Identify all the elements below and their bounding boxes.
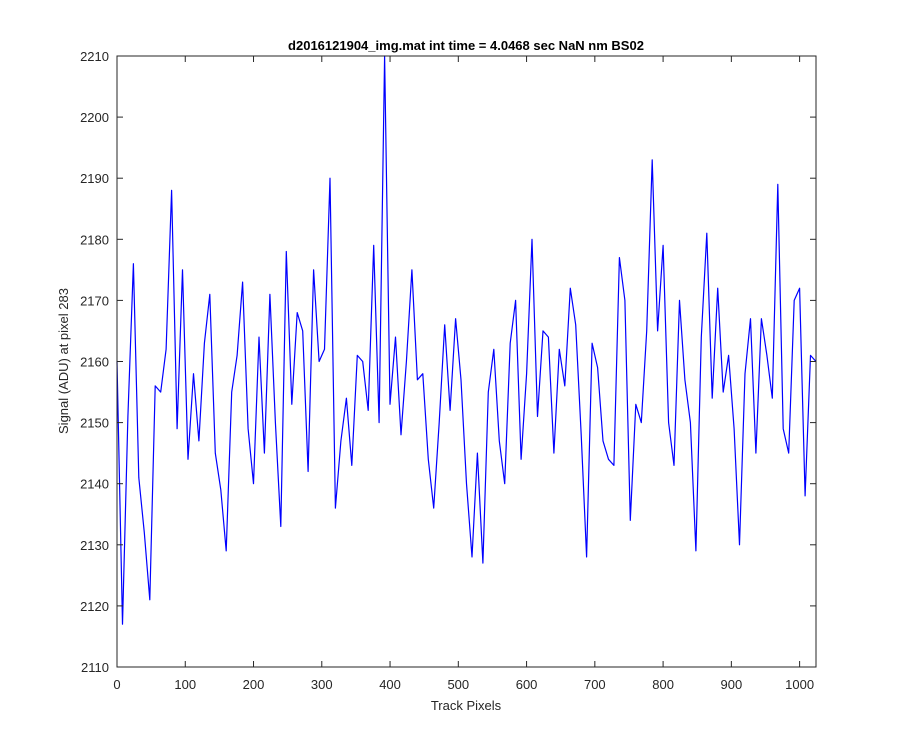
x-axis-label: Track Pixels: [431, 698, 502, 713]
x-tick-label: 200: [243, 677, 265, 692]
y-tick-label: 2210: [80, 49, 109, 64]
x-tick-label: 1000: [785, 677, 814, 692]
x-tick-label: 800: [652, 677, 674, 692]
series-line: [116, 55, 817, 625]
y-tick-label: 2130: [80, 538, 109, 553]
y-tick-label: 2140: [80, 477, 109, 492]
plot-area: [117, 56, 816, 667]
y-axis-label: Signal (ADU) at pixel 283: [56, 288, 71, 434]
x-tick-label: 700: [584, 677, 606, 692]
y-tick-label: 2110: [81, 660, 109, 675]
y-tick-label: 2120: [80, 599, 109, 614]
x-tick-label: 900: [721, 677, 743, 692]
x-tick-label: 600: [516, 677, 538, 692]
y-tick-label: 2190: [80, 171, 109, 186]
x-tick-label: 400: [379, 677, 401, 692]
x-tick-label: 500: [447, 677, 469, 692]
y-tick-label: 2170: [80, 293, 109, 308]
y-tick-label: 2160: [80, 355, 109, 370]
x-tick-label: 0: [113, 677, 120, 692]
y-tick-label: 2150: [80, 416, 109, 431]
axis-ticks: 0 100 200 300 400 500 600 700 800 900 1000 2110 2120…: [80, 49, 816, 692]
chart-title: d2016121904_img.mat int time = 4.0468 se…: [288, 38, 644, 53]
y-tick-label: 2180: [80, 232, 109, 247]
x-tick-label: 300: [311, 677, 333, 692]
y-tick-label: 2200: [80, 110, 109, 125]
x-tick-label: 100: [174, 677, 196, 692]
axes-box: [116, 55, 817, 668]
